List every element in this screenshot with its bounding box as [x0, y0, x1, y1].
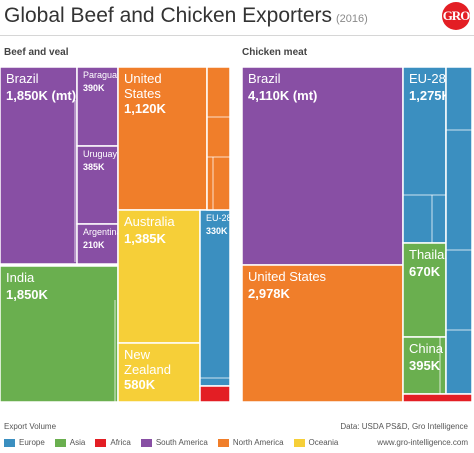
- chicken-eu-28-value: 1,275K: [409, 88, 452, 103]
- legend-label-south-america: South America: [155, 438, 208, 447]
- beef-argentina-tile: [76, 223, 119, 265]
- legend-item-europe: Europe: [4, 438, 45, 447]
- chicken-united-states-name: United States: [248, 269, 327, 284]
- legend-swatch-south-america: [140, 438, 152, 447]
- website: www.gro-intelligence.com: [377, 438, 468, 447]
- chart-year: (2016): [336, 13, 368, 25]
- beef-argentina-name: Argentina: [83, 227, 122, 237]
- legend-swatch-asia: [54, 438, 66, 447]
- beef-australia-name: Australia: [124, 214, 175, 229]
- chart-title-text: Global Beef and Chicken Exporters: [4, 4, 333, 27]
- title-divider: [0, 35, 474, 36]
- chicken-panel-title: Chicken meat: [242, 47, 308, 58]
- beef-paraguay-value: 390K: [83, 83, 105, 93]
- chicken-brazil-value: 4,110K (mt): [248, 88, 317, 103]
- legend-swatch-africa: [95, 438, 107, 447]
- chicken-china-value: 395K: [409, 358, 441, 373]
- beef-india-value: 1,850K: [6, 287, 49, 302]
- beef-new-zealand-name-2: Zealand: [124, 362, 171, 377]
- legend-item-south-america: South America: [140, 438, 208, 447]
- legend-label-europe: Europe: [19, 438, 45, 447]
- legend-swatch-europe: [4, 438, 15, 447]
- beef-eu-28-tile: [199, 209, 231, 387]
- chicken-eu-28-name: EU-28: [409, 71, 446, 86]
- beef-brazil-value: 1,850K (mt): [6, 88, 76, 103]
- beef-brazil-name: Brazil: [6, 71, 39, 86]
- legend-label-oceania: Oceania: [308, 438, 339, 447]
- beef-north-america-small-tile: [206, 66, 231, 211]
- chicken-china-tile: [402, 336, 447, 395]
- beef-uruguay-value: 385K: [83, 162, 105, 172]
- chicken-africa-small-tile: [402, 393, 473, 403]
- legend-swatch-oceania: [293, 438, 305, 447]
- beef-india-name: India: [6, 270, 35, 285]
- beef-australia-value: 1,385K: [124, 231, 167, 246]
- chart-title: Global Beef and Chicken Exporters (2016): [4, 4, 368, 28]
- legend-label-asia: Asia: [69, 438, 86, 447]
- legend-item-oceania: Oceania: [293, 438, 339, 447]
- beef-united-states-name-1: United: [124, 71, 162, 86]
- beef-brazil-tile: [0, 66, 78, 265]
- chicken-thailand-tile: [402, 242, 447, 338]
- beef-argentina-value: 210K: [83, 240, 105, 250]
- legend-item-asia: Asia: [54, 438, 86, 447]
- legend-label-africa: Africa: [110, 438, 131, 447]
- beef-africa-small-tile: [199, 385, 231, 403]
- beef-eu-28-value: 330K: [206, 226, 228, 236]
- beef-uruguay-name: Uruguay: [83, 149, 118, 159]
- beef-united-states-value: 1,120K: [124, 101, 167, 116]
- chicken-china-name: China: [409, 341, 444, 356]
- chicken-europe-small-tile: [445, 66, 473, 395]
- legend-item-north-america: North America: [217, 438, 284, 447]
- legend: Europe Asia Africa South America North Ameri…: [4, 438, 338, 447]
- chicken-brazil-name: Brazil: [248, 71, 281, 86]
- legend-label-north-america: North America: [232, 438, 284, 447]
- beef-paraguay-name: Paraguay: [83, 70, 122, 80]
- chicken-united-states-value: 2,978K: [248, 286, 291, 301]
- beef-panel-title: Beef and veal: [4, 47, 69, 58]
- chicken-thailand-value: 670K: [409, 264, 441, 279]
- beef-new-zealand-name-1: New: [124, 347, 151, 362]
- chicken-united-states-tile: [241, 264, 404, 403]
- gro-logo: GRO: [442, 2, 470, 30]
- legend-item-africa: Africa: [95, 438, 131, 447]
- legend-swatch-north-america: [217, 438, 229, 447]
- chicken-eu-28-tile: [402, 66, 447, 244]
- beef-united-states-name-2: States: [124, 86, 161, 101]
- beef-new-zealand-value: 580K: [124, 377, 156, 392]
- beef-australia-tile: [117, 209, 201, 344]
- chicken-brazil-tile: [241, 66, 404, 266]
- legend-title: Export Volume: [4, 422, 57, 431]
- beef-eu-28-name: EU-28: [206, 213, 232, 223]
- data-source: Data: USDA PS&D, Gro Intelligence: [340, 422, 468, 431]
